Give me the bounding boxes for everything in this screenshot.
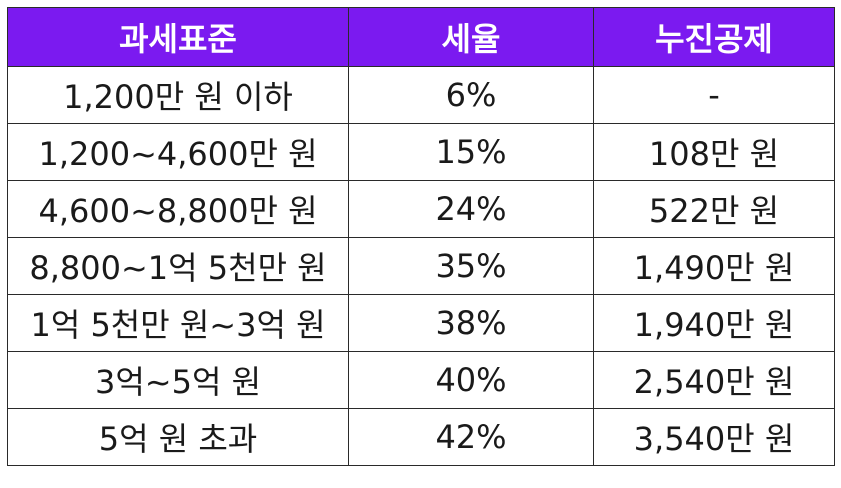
tax-rate-cell: 6% [348,66,594,124]
tax-rate-cell: 24% [348,180,594,238]
table-row: 1억 5천만 원~3억 원 38% 1,940만 원 [7,294,835,352]
table-row: 1,200만 원 이하 6% - [7,66,835,124]
deduction-cell: 1,490만 원 [593,237,835,295]
header-progressive-deduction: 누진공제 [593,7,835,67]
deduction-cell: 2,540만 원 [593,351,835,409]
tax-rate-cell: 15% [348,123,594,181]
tax-rate-cell: 38% [348,294,594,352]
deduction-cell: 108만 원 [593,123,835,181]
tax-rate-cell: 42% [348,408,594,466]
tax-rate-table-container: 과세표준 세율 누진공제 1,200만 원 이하 6% - 1,200~4,60… [7,7,835,466]
deduction-cell: 3,540만 원 [593,408,835,466]
tax-base-cell: 1억 5천만 원~3억 원 [7,294,349,352]
tax-base-cell: 1,200~4,600만 원 [7,123,349,181]
table-header-row: 과세표준 세율 누진공제 [7,7,835,67]
tax-base-cell: 1,200만 원 이하 [7,66,349,124]
table-row: 4,600~8,800만 원 24% 522만 원 [7,180,835,238]
tax-base-cell: 4,600~8,800만 원 [7,180,349,238]
tax-rate-cell: 40% [348,351,594,409]
tax-base-cell: 8,800~1억 5천만 원 [7,237,349,295]
table-row: 1,200~4,600만 원 15% 108만 원 [7,123,835,181]
tax-rate-table: 과세표준 세율 누진공제 1,200만 원 이하 6% - 1,200~4,60… [7,7,835,466]
table-row: 8,800~1억 5천만 원 35% 1,490만 원 [7,237,835,295]
deduction-cell: 522만 원 [593,180,835,238]
deduction-cell: - [593,66,835,124]
header-tax-rate: 세율 [348,7,594,67]
tax-base-cell: 5억 원 초과 [7,408,349,466]
table-row: 5억 원 초과 42% 3,540만 원 [7,408,835,466]
deduction-cell: 1,940만 원 [593,294,835,352]
header-tax-base: 과세표준 [7,7,349,67]
table-row: 3억~5억 원 40% 2,540만 원 [7,351,835,409]
tax-base-cell: 3억~5억 원 [7,351,349,409]
tax-rate-cell: 35% [348,237,594,295]
